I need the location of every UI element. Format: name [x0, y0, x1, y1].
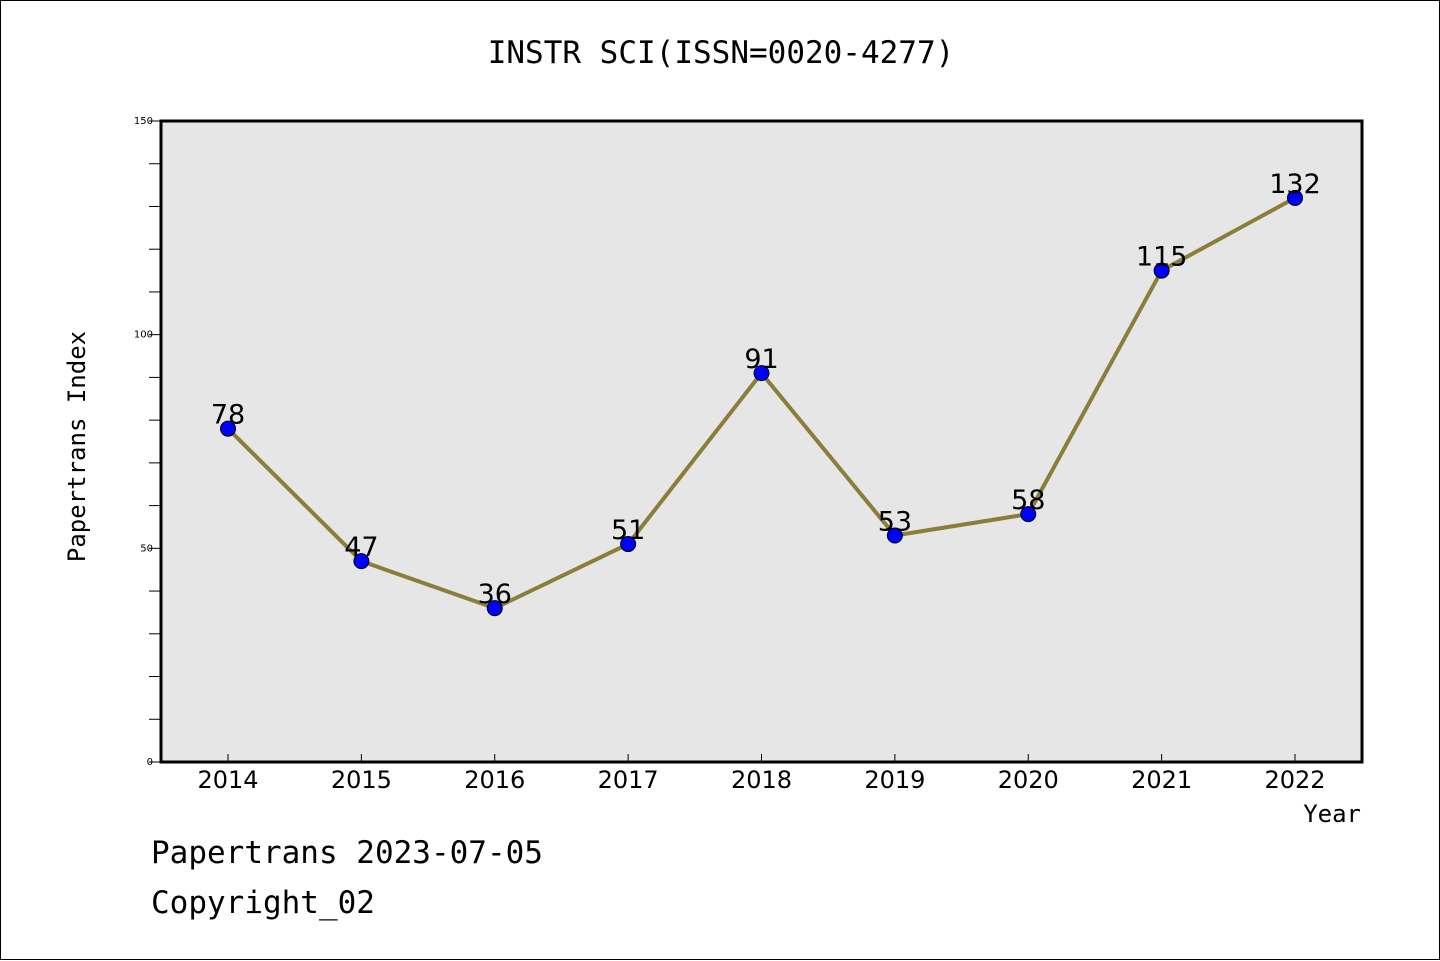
data-point: [620, 536, 637, 553]
data-label: 132: [1269, 169, 1321, 200]
data-point: [1153, 262, 1170, 279]
plot-area: [159, 119, 1364, 764]
data-label: 53: [878, 507, 912, 538]
y-axis: 0 50 100 150: [134, 116, 161, 768]
data-label: 91: [744, 344, 778, 375]
data-label: 51: [611, 515, 645, 546]
data-label: 115: [1136, 242, 1188, 273]
data-point: [1020, 506, 1037, 523]
data-label: 58: [1011, 485, 1045, 516]
data-label: 36: [478, 579, 512, 610]
data-point: [753, 365, 770, 382]
data-point: [886, 527, 903, 544]
x-tick-label: 2016: [464, 766, 525, 794]
y-tick-label: 0: [147, 757, 153, 768]
data-label: 47: [344, 532, 378, 563]
y-tick-label: 50: [140, 543, 153, 554]
x-axis: 2014 2015 2016 2017 2018 2019 2020 2021 2022: [197, 754, 1326, 794]
y-axis-label: Papertrans Index: [63, 331, 91, 562]
x-tick-label: 2021: [1131, 766, 1192, 794]
data-label: 78: [211, 400, 245, 431]
x-tick-label: 2014: [197, 766, 258, 794]
data-point: [353, 553, 370, 570]
data-point: [220, 420, 236, 437]
y-tick-label: 100: [134, 330, 153, 341]
x-axis-label: Year: [1303, 800, 1361, 828]
data-point: [486, 600, 503, 617]
x-tick-label: 2020: [998, 766, 1059, 794]
footer-copyright: Copyright_02: [151, 885, 375, 921]
series-layer: [220, 189, 1303, 617]
x-tick-label: 2019: [864, 766, 925, 794]
data-point: [1287, 189, 1303, 206]
footer-date: Papertrans 2023-07-05: [151, 835, 543, 871]
data-labels: 78 47 36 51 91 53 58 115 132: [211, 169, 1321, 610]
y-tick-label: 150: [134, 116, 153, 127]
x-tick-label: 2022: [1264, 766, 1325, 794]
x-tick-label: 2015: [331, 766, 392, 794]
x-tick-label: 2018: [731, 766, 792, 794]
x-tick-label: 2017: [598, 766, 659, 794]
chart-title: INSTR SCI(ISSN=0020-4277): [487, 35, 955, 71]
